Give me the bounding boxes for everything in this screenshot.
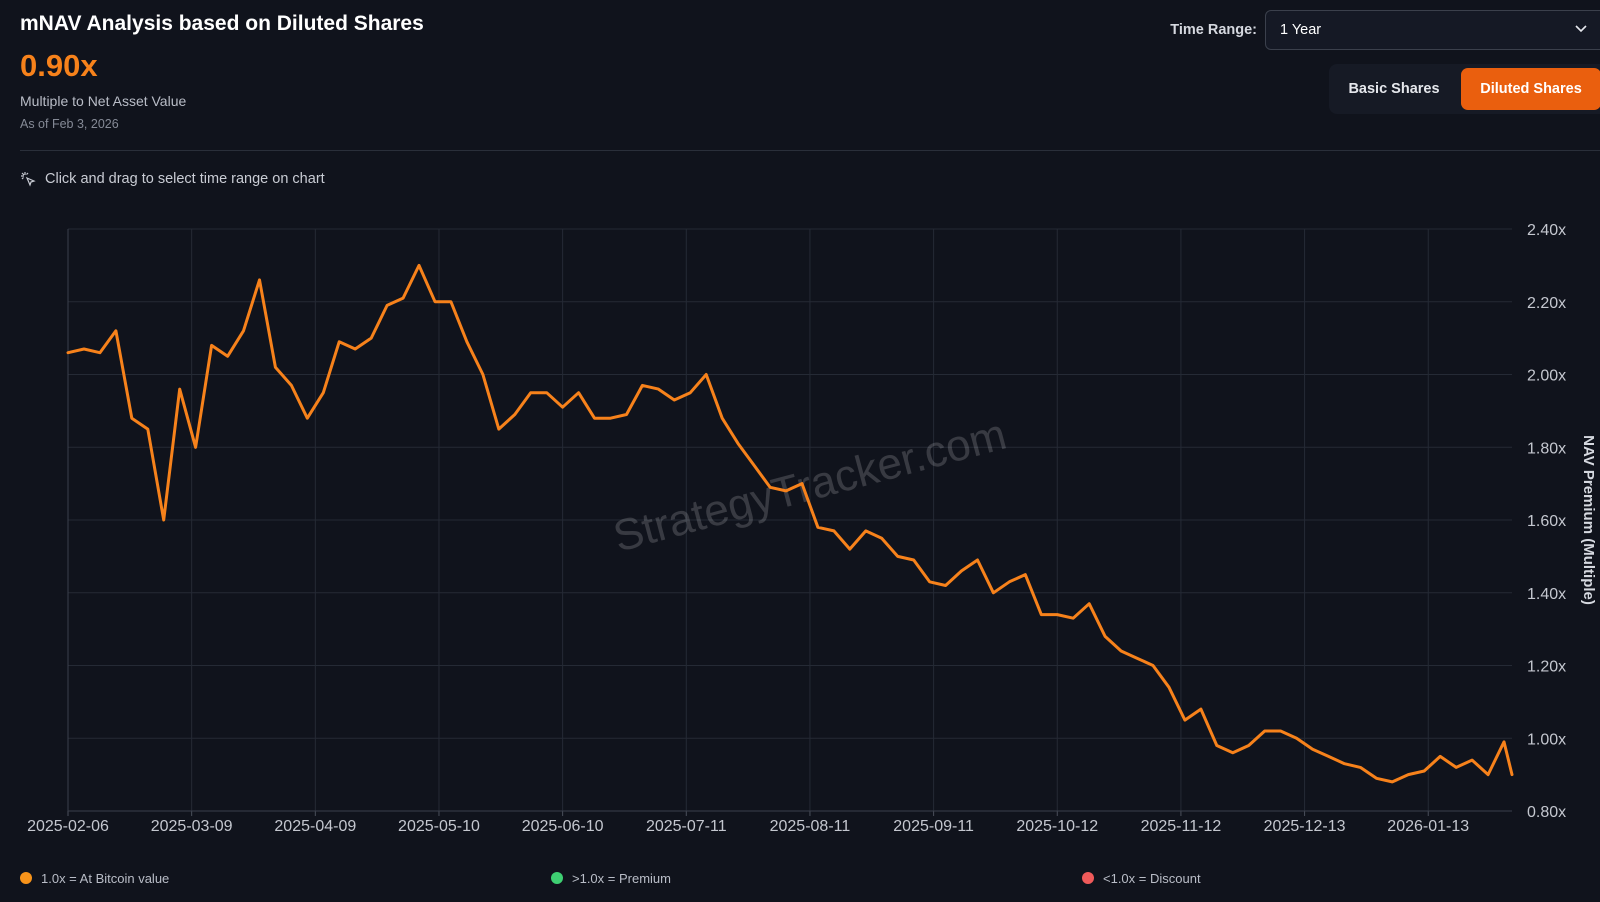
x-tick-label: 2025-02-06 (27, 818, 109, 835)
legend-label: >1.0x = Premium (572, 871, 671, 886)
legend-dot (551, 872, 563, 884)
cursor-icon (21, 172, 36, 187)
y-axis-label: NAV Premium (Multiple) (1580, 435, 1597, 605)
time-range-select[interactable]: 1 Year (1265, 10, 1600, 50)
x-tick-label: 2025-11-12 (1141, 818, 1222, 835)
subtitle: Multiple to Net Asset Value (20, 93, 187, 109)
time-range-label: Time Range: (1170, 22, 1257, 38)
legend-label: 1.0x = At Bitcoin value (41, 871, 169, 886)
select-value: 1 Year (1280, 22, 1322, 38)
x-tick-label: 2025-05-10 (398, 818, 480, 835)
share-button[interactable]: Diluted Shares (1461, 68, 1600, 110)
legend-label: <1.0x = Discount (1103, 871, 1201, 886)
x-tick-label: 2025-03-09 (151, 818, 233, 835)
x-tick-label: 2025-08-11 (770, 818, 851, 835)
page-title: mNAV Analysis based on Diluted Shares (20, 12, 424, 35)
y-tick-label: 2.40x (1527, 222, 1566, 239)
y-tick-label: 1.40x (1527, 586, 1566, 603)
share-toggle: Basic Shares Diluted Shares (1329, 64, 1600, 114)
y-tick-label: 1.80x (1527, 440, 1566, 457)
y-tick-label: 1.00x (1527, 731, 1566, 748)
y-tick-label: 2.00x (1527, 368, 1566, 385)
current-mnav: 0.90x (20, 48, 98, 83)
share-button[interactable]: Basic Shares (1348, 81, 1440, 97)
x-tick-label: 2025-09-11 (893, 818, 974, 835)
divider (20, 150, 1600, 151)
y-tick-label: 1.20x (1527, 659, 1566, 676)
legend-dot (1082, 872, 1094, 884)
chevron-icon (1575, 25, 1587, 33)
hint-text: Click and drag to select time range on c… (45, 171, 325, 187)
x-tick-label: 2025-12-13 (1264, 818, 1346, 835)
x-tick-label: 2025-04-09 (274, 818, 356, 835)
as-of-date: As of Feb 3, 2026 (20, 117, 119, 131)
x-tick-label: 2025-06-10 (522, 818, 604, 835)
x-tick-label: 2025-07-11 (646, 818, 727, 835)
y-tick-label: 2.20x (1527, 295, 1566, 312)
y-tick-label: 0.80x (1527, 804, 1566, 821)
y-tick-label: 1.60x (1527, 513, 1566, 530)
mnav-line (66, 263, 1514, 784)
x-tick-label: 2026-01-13 (1387, 818, 1469, 835)
legend-dot (20, 872, 32, 884)
x-tick-label: 2025-10-12 (1016, 818, 1098, 835)
